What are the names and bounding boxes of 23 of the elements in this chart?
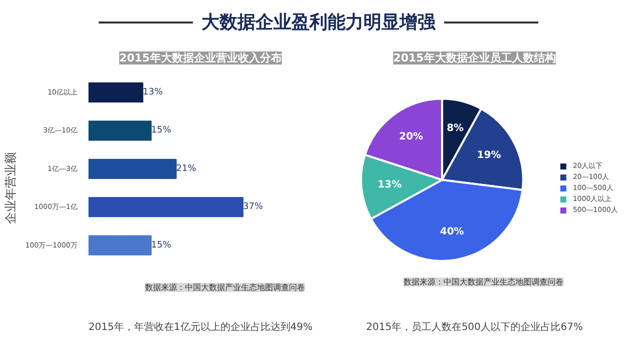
data-label: 21%	[176, 164, 197, 174]
bar	[88, 197, 244, 218]
y-axis-title: 企业年营业额	[3, 152, 18, 224]
data-label: 37%	[242, 202, 264, 212]
source-note: 数据来源：中国大数据产业生态地图调查问卷	[144, 282, 305, 292]
chart-title: 2015年大数据企业员工人数结构	[393, 52, 556, 64]
source-note: 数据来源：中国大数据产业生态地图调查问卷	[404, 277, 564, 286]
bar	[88, 235, 152, 256]
data-label: 15%	[151, 240, 172, 250]
data-label: 8%	[446, 122, 464, 134]
bar	[88, 82, 144, 102]
data-label: 13%	[378, 179, 402, 190]
data-label: 20%	[399, 131, 424, 142]
bar	[88, 120, 152, 141]
data-label: 40%	[440, 226, 464, 238]
data-label: 15%	[151, 126, 172, 136]
text: 大数据企业盈利能力明显增强	[200, 12, 436, 33]
chart-title: 2015年大数据企业营业收入分布	[119, 52, 282, 64]
data-label: 13%	[142, 87, 164, 98]
data-label: 19%	[477, 150, 501, 162]
text: 2015年，年营收在1亿元以上的企业占比达到49%	[88, 321, 313, 333]
text: 2015年，员工人数在500人以下的企业占比67%	[366, 321, 583, 333]
bar	[88, 158, 177, 179]
